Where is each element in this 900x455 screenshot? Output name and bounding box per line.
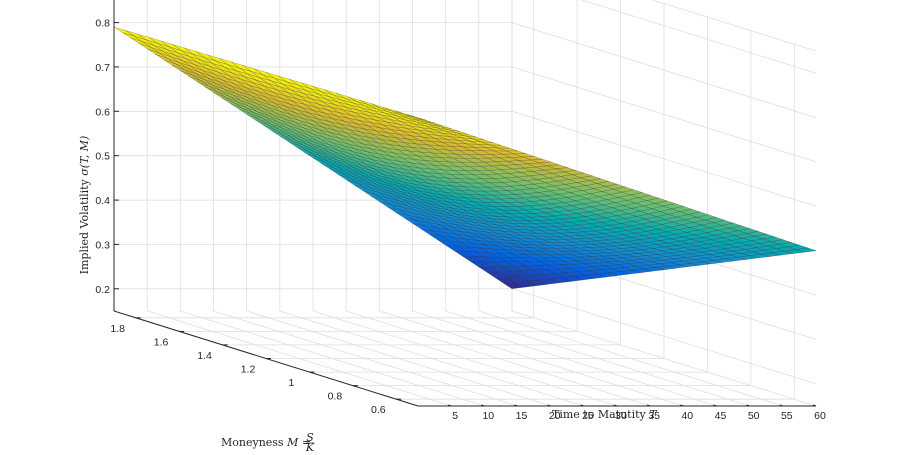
x-tick-label: 25 (582, 410, 594, 422)
side-wall-gridline-z (511, 66, 817, 163)
x-tick-label: 55 (781, 410, 793, 422)
side-wall-gridline-z (580, 0, 817, 74)
box-top-edge-m (651, 0, 817, 52)
x-tick-mark (514, 404, 518, 407)
svg-text:K: K (305, 441, 315, 454)
y-tick-label: 1.2 (241, 364, 256, 376)
x-tick-mark (680, 404, 684, 407)
y-tick-label: 1.4 (197, 350, 212, 362)
svg-text:Moneyness M =: Moneyness M = (221, 436, 311, 449)
x-tick-mark (779, 404, 783, 407)
x-tick-mark (812, 404, 817, 407)
x-tick-label: 10 (482, 410, 494, 422)
x-tick-label: 40 (681, 410, 693, 422)
x-tick-label: 30 (615, 410, 627, 422)
x-tick-label: 60 (814, 410, 826, 422)
side-wall-gridline-z (511, 288, 817, 385)
y-tick-label: 0.8 (328, 391, 343, 403)
y-tick-label: 1.6 (154, 336, 169, 348)
z-tick-label: 0.4 (95, 195, 110, 207)
chart-axes (113, 0, 817, 407)
x-tick-label: 15 (516, 410, 528, 422)
z-tick-label: 0.6 (95, 106, 110, 118)
x-tick-label: 45 (715, 410, 727, 422)
surface-patch (113, 26, 135, 37)
x-tick-mark (547, 404, 551, 407)
y-tick-label: 1 (288, 377, 294, 389)
y-tick-label: 1.8 (110, 323, 125, 335)
side-wall-gridline-z (511, 22, 817, 118)
x-tick-mark (713, 404, 717, 407)
x-tick-mark (647, 404, 651, 407)
x-tick-mark (746, 404, 750, 407)
y-tick-label: 0.6 (371, 404, 386, 416)
chart-grid (114, 0, 817, 407)
z-tick-label: 0.2 (95, 284, 110, 296)
x-tick-label: 20 (549, 410, 561, 422)
x-tick-mark (481, 404, 485, 407)
implied-volatility-surface (113, 26, 817, 289)
z-axis-label: Implied Volatility σ(T, M) (78, 136, 91, 275)
y-axis-label: Moneyness M = S K (221, 431, 315, 454)
x-tick-mark (613, 404, 618, 407)
z-tick-label: 0.7 (95, 62, 110, 74)
side-wall-gridline-z (511, 110, 817, 207)
svg-text:S: S (306, 431, 314, 444)
x-tick-mark (580, 404, 584, 407)
z-tick-label: 0.3 (95, 239, 110, 251)
x-tick-mark (448, 404, 452, 407)
z-tick-label: 0.5 (95, 151, 110, 163)
x-tick-label: 5 (452, 410, 458, 422)
x-axis-label: Time to Matutity T (552, 408, 658, 421)
z-tick-label: 0.8 (95, 18, 110, 30)
x-tick-label: 35 (648, 410, 660, 422)
x-tick-label: 50 (748, 410, 760, 422)
chart-tick-labels: 5 10 15 20 25 30 35 40 45 50 55 60 0.6 0.8 1 1.2 1.4 1.6 1… (95, 18, 826, 422)
